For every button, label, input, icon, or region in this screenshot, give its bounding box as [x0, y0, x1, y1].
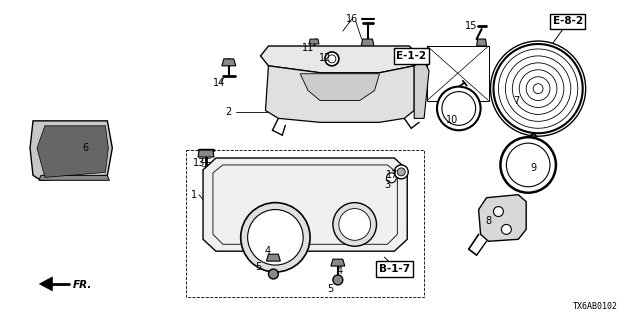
Polygon shape: [39, 175, 109, 180]
Text: 14: 14: [212, 78, 225, 88]
Text: TX6AB0102: TX6AB0102: [572, 302, 618, 311]
Text: 15: 15: [465, 21, 477, 31]
Polygon shape: [300, 74, 380, 100]
Polygon shape: [266, 66, 414, 122]
Circle shape: [241, 203, 310, 272]
Polygon shape: [331, 259, 345, 266]
Circle shape: [506, 143, 550, 187]
Circle shape: [437, 87, 481, 130]
Polygon shape: [30, 121, 112, 180]
Text: E-8-2: E-8-2: [553, 16, 583, 26]
Polygon shape: [222, 59, 236, 66]
Circle shape: [328, 55, 336, 63]
Polygon shape: [414, 61, 429, 118]
Text: FR.: FR.: [73, 280, 93, 290]
Polygon shape: [477, 39, 486, 46]
Text: 5: 5: [327, 284, 333, 294]
Text: 12: 12: [319, 53, 331, 63]
Circle shape: [333, 275, 343, 285]
Bar: [186, 150, 424, 297]
Circle shape: [387, 173, 396, 183]
Circle shape: [325, 52, 339, 66]
Text: B-1-7: B-1-7: [379, 264, 410, 274]
Circle shape: [493, 207, 504, 217]
Circle shape: [501, 224, 511, 234]
Polygon shape: [260, 46, 419, 73]
Circle shape: [339, 209, 371, 240]
Polygon shape: [40, 277, 52, 291]
Text: 10: 10: [445, 115, 458, 125]
Circle shape: [394, 165, 408, 179]
Text: 16: 16: [346, 14, 358, 24]
Text: 1: 1: [191, 190, 197, 200]
Circle shape: [500, 137, 556, 193]
Polygon shape: [198, 150, 214, 157]
Text: E-1-2: E-1-2: [396, 51, 426, 61]
Text: 2: 2: [226, 108, 232, 117]
Polygon shape: [266, 254, 280, 261]
Text: 4: 4: [264, 246, 271, 256]
Text: 9: 9: [530, 163, 536, 173]
Text: 5: 5: [255, 262, 262, 272]
Circle shape: [397, 168, 405, 176]
Polygon shape: [309, 39, 319, 44]
Polygon shape: [361, 39, 374, 49]
Text: 4: 4: [337, 266, 343, 276]
Polygon shape: [479, 195, 526, 241]
Polygon shape: [37, 126, 108, 177]
Circle shape: [442, 92, 476, 125]
Polygon shape: [203, 158, 407, 251]
Text: 7: 7: [513, 96, 520, 106]
Text: 6: 6: [82, 143, 88, 153]
Text: 17: 17: [386, 170, 399, 180]
Text: 8: 8: [486, 216, 492, 227]
Text: 3: 3: [385, 180, 390, 190]
Text: 11: 11: [302, 43, 314, 53]
Circle shape: [268, 269, 278, 279]
Circle shape: [248, 210, 303, 265]
Circle shape: [333, 203, 376, 246]
Circle shape: [493, 44, 582, 133]
Text: 13: 13: [193, 158, 205, 168]
